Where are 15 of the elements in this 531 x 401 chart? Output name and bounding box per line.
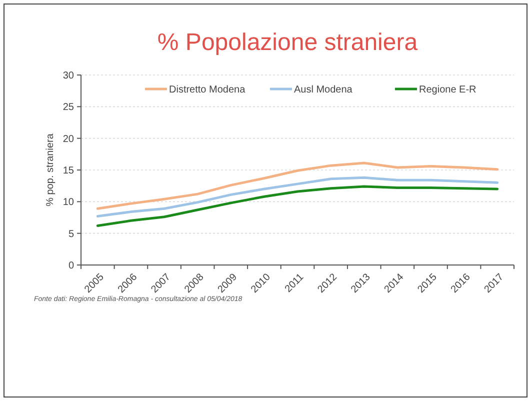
- y-axis-title: % pop. straniera: [45, 133, 56, 206]
- line-series: [96, 162, 499, 210]
- legend-label: Distretto Modena: [169, 84, 246, 96]
- y-tick-label: 10: [62, 197, 74, 208]
- y-tick-label: 20: [62, 134, 74, 145]
- y-tick-label: 15: [62, 166, 74, 176]
- legend-label: Regione E-R: [419, 84, 476, 96]
- chart-title: % Popolazione straniera: [157, 29, 418, 56]
- y-tick-label: 5: [68, 228, 74, 240]
- line-series: [96, 185, 499, 227]
- line-series: [96, 176, 499, 218]
- y-tick-label: 25: [62, 102, 74, 114]
- legend-label: Ausl Modena: [294, 84, 353, 96]
- y-tick-label: 0: [68, 260, 74, 272]
- y-tick-label: 30: [62, 70, 74, 82]
